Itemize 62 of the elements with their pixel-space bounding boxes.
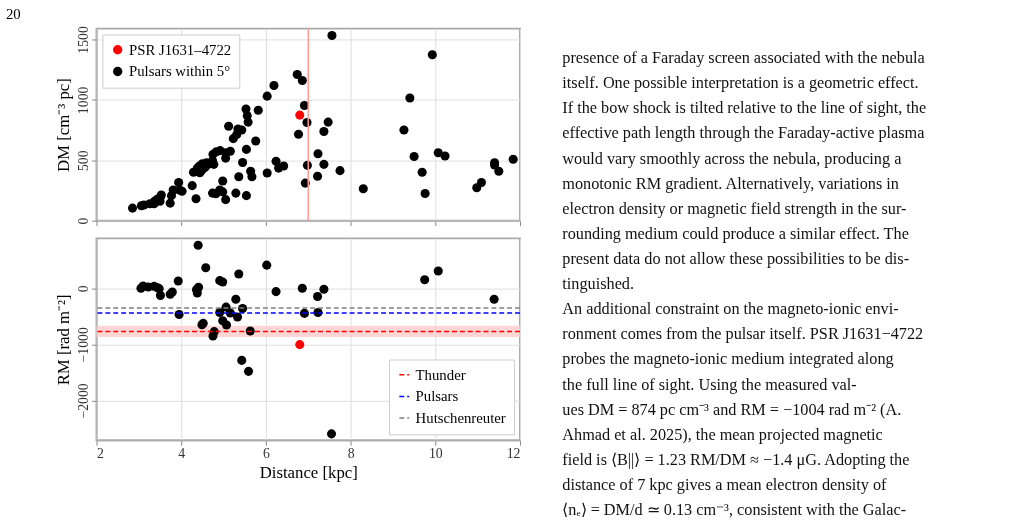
point xyxy=(433,266,443,276)
x-tick-label: 10 xyxy=(428,446,443,462)
point xyxy=(201,263,211,273)
y-tick-label: 500 xyxy=(76,150,92,172)
point xyxy=(262,260,272,270)
text: ⟨nₑ⟩ = DM/d ≃ 0.13 cm⁻³, consistent with the Galac- xyxy=(562,501,907,520)
point xyxy=(208,331,218,341)
point xyxy=(489,294,499,304)
legend-label: Pulsars xyxy=(415,388,459,405)
x-tick-label: 4 xyxy=(178,446,186,462)
y-tick-label: −1000 xyxy=(76,327,92,363)
point xyxy=(319,284,329,294)
y-axis-title: DM [cm⁻³ pc] xyxy=(54,78,74,172)
text: would vary smoothly across the nebula, producing a xyxy=(562,149,902,168)
point xyxy=(231,294,241,304)
point xyxy=(313,292,323,302)
x-tick-label: 2 xyxy=(97,446,104,462)
point xyxy=(237,355,247,365)
point xyxy=(295,340,305,350)
text: electron density or magnetic field strength in the sur- xyxy=(562,199,907,218)
text: the full line of sight. Using the measured val- xyxy=(562,375,857,394)
y-tick-label: 0 xyxy=(76,285,92,293)
text: ues DM = 874 pc cm⁻³ and RM = −1004 rad m⁻² (A. xyxy=(562,400,902,419)
text: Ahmad et al. 2025), the mean projected magnetic xyxy=(562,425,883,444)
point xyxy=(234,269,244,279)
point xyxy=(221,320,232,330)
y-tick-label: 1000 xyxy=(76,86,92,115)
point xyxy=(271,287,281,297)
legend-label: PSR J1631–4722 xyxy=(129,41,232,58)
point xyxy=(297,283,307,293)
text: effective path length through the Faraday-active plasma xyxy=(562,124,925,143)
y-tick-label: 1500 xyxy=(76,26,92,54)
text: 20 xyxy=(5,5,21,22)
text: tinguished. xyxy=(562,275,635,294)
text: present data do not allow these possibilities to be dis- xyxy=(562,249,910,268)
point xyxy=(173,276,183,286)
text: rounding medium could produce a similar effect. The xyxy=(562,224,909,243)
point xyxy=(155,291,165,301)
point xyxy=(193,240,203,250)
y-tick-label: 0 xyxy=(76,217,92,225)
x-tick-label: 8 xyxy=(347,446,355,462)
legend-label: Thunder xyxy=(415,366,466,383)
y-axis-title: RM [rad m⁻²] xyxy=(54,294,74,386)
text: distance of 7 kpc gives a mean electron density of xyxy=(562,475,888,494)
text: itself. One possible interpretation is a geometric effect. xyxy=(562,74,919,93)
point xyxy=(243,366,254,376)
point xyxy=(420,275,430,285)
point xyxy=(232,312,243,322)
text: presence of a Faraday screen associated with the nebula xyxy=(562,49,925,68)
x-tick-label: 12 xyxy=(506,446,521,462)
text: An additional constraint on the magneto-ionic envi- xyxy=(562,300,899,319)
point xyxy=(326,429,337,439)
text: monotonic RM gradient. Alternatively, variations in xyxy=(562,174,899,193)
text: If the bow shock is tilted relative to the line of sight, the xyxy=(562,99,927,118)
y-tick-label: −2000 xyxy=(76,383,92,419)
text: probes the magneto-ionic medium integrated along xyxy=(562,350,894,369)
x-tick-label: 6 xyxy=(262,446,270,462)
text: field is ⟨B||⟩ = 1.23 RM/DM ≈ −1.4 μG. Adopting the xyxy=(562,450,910,469)
x-axis-title: Distance [kpc] xyxy=(259,463,358,483)
text: ronment comes from the pulsar itself. PSR J1631−4722 xyxy=(562,325,924,344)
legend-label: Pulsars within 5° xyxy=(129,63,231,80)
legend-label: Hutschenreuter xyxy=(415,410,506,427)
